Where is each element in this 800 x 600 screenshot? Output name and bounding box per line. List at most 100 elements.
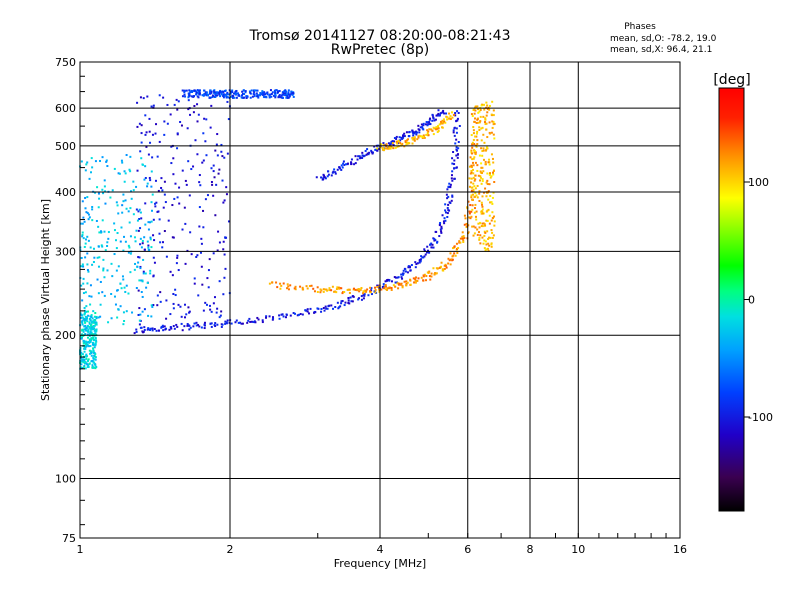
- scatter-point: [326, 289, 329, 292]
- scatter-point: [485, 114, 488, 117]
- scatter-point: [491, 196, 494, 199]
- scatter-point: [453, 252, 456, 255]
- scatter-point: [87, 341, 90, 344]
- scatter-point: [412, 277, 415, 280]
- scatter-point: [473, 143, 476, 146]
- scatter-point: [90, 350, 93, 353]
- scatter-point: [139, 326, 142, 329]
- scatter-point: [203, 92, 206, 95]
- scatter-point: [81, 321, 84, 324]
- scatter-point: [426, 251, 429, 254]
- scatter-point: [390, 140, 393, 143]
- scatter-point: [471, 152, 474, 155]
- scatter-point: [82, 282, 85, 285]
- scatter-point: [362, 292, 365, 295]
- scatter-point: [292, 91, 295, 94]
- scatter-point: [493, 122, 496, 125]
- scatter-point: [491, 171, 494, 174]
- scatter-point: [149, 327, 152, 330]
- scatter-point: [87, 365, 90, 368]
- scatter-point: [174, 182, 177, 185]
- scatter-point: [226, 96, 229, 99]
- scatter-point: [92, 320, 95, 323]
- scatter-point: [176, 132, 179, 135]
- scatter-point: [177, 303, 180, 306]
- scatter-point: [252, 321, 255, 324]
- scatter-point: [193, 89, 196, 92]
- scatter-point: [221, 323, 224, 326]
- scatter-point: [429, 117, 432, 120]
- scatter-point: [484, 117, 487, 120]
- scatter-point: [427, 249, 430, 252]
- scatter-point: [185, 89, 188, 92]
- scatter-point: [139, 313, 142, 316]
- scatter-point: [428, 275, 431, 278]
- scatter-point: [116, 289, 119, 292]
- scatter-point: [92, 347, 95, 350]
- scatter-point: [172, 173, 175, 176]
- scatter-point: [146, 281, 149, 284]
- scatter-point: [139, 237, 142, 240]
- scatter-point: [482, 222, 485, 225]
- scatter-point: [239, 321, 242, 324]
- scatter-point: [222, 90, 225, 93]
- scatter-point: [346, 162, 349, 165]
- scatter-point: [414, 261, 417, 264]
- scatter-point: [140, 217, 143, 220]
- scatter-point: [86, 324, 89, 327]
- scatter-point: [198, 174, 201, 177]
- scatter-point: [232, 96, 235, 99]
- scatter-point: [332, 170, 335, 173]
- scatter-point: [481, 203, 484, 206]
- scatter-point: [315, 176, 318, 179]
- scatter-point: [284, 94, 287, 97]
- scatter-point: [417, 135, 420, 138]
- scatter-point: [253, 90, 256, 93]
- scatter-point: [334, 172, 337, 175]
- scatter-point: [224, 267, 227, 270]
- scatter-point: [384, 147, 387, 150]
- scatter-point: [430, 128, 433, 131]
- scatter-point: [286, 287, 289, 290]
- scatter-point: [341, 292, 344, 295]
- scatter-point: [234, 90, 237, 93]
- scatter-point: [241, 92, 244, 95]
- scatter-point: [437, 127, 440, 130]
- scatter-point: [479, 175, 482, 178]
- scatter-point: [129, 252, 132, 255]
- scatter-point: [114, 303, 117, 306]
- scatter-point: [405, 139, 408, 142]
- scatter-point: [472, 182, 475, 185]
- scatter-point: [489, 201, 492, 204]
- scatter-point: [121, 161, 124, 164]
- scatter-point: [482, 115, 485, 118]
- scatter-point: [357, 155, 360, 158]
- scatter-point: [127, 244, 130, 247]
- scatter-point: [88, 349, 91, 352]
- scatter-point: [395, 137, 398, 140]
- scatter-point: [488, 222, 491, 225]
- scatter-point: [487, 242, 490, 245]
- scatter-point: [201, 283, 204, 286]
- scatter-point: [109, 196, 112, 199]
- scatter-point: [216, 154, 219, 157]
- scatter-point: [475, 145, 478, 148]
- scatter-point: [195, 90, 198, 93]
- scatter-point: [87, 218, 90, 221]
- scatter-point: [99, 280, 102, 283]
- scatter-point: [242, 89, 245, 92]
- scatter-point: [95, 340, 98, 343]
- scatter-point: [286, 96, 289, 99]
- scatter-point: [153, 239, 156, 242]
- scatter-point: [163, 193, 166, 196]
- scatter-point: [454, 142, 457, 145]
- scatter-point: [138, 323, 141, 326]
- scatter-point: [476, 139, 479, 142]
- scatter-point: [358, 290, 361, 293]
- scatter-point: [95, 339, 98, 342]
- scatter-point: [185, 313, 188, 316]
- scatter-point: [447, 209, 450, 212]
- scatter-point: [492, 161, 495, 164]
- scatter-point: [287, 93, 290, 96]
- scatter-point: [274, 94, 277, 97]
